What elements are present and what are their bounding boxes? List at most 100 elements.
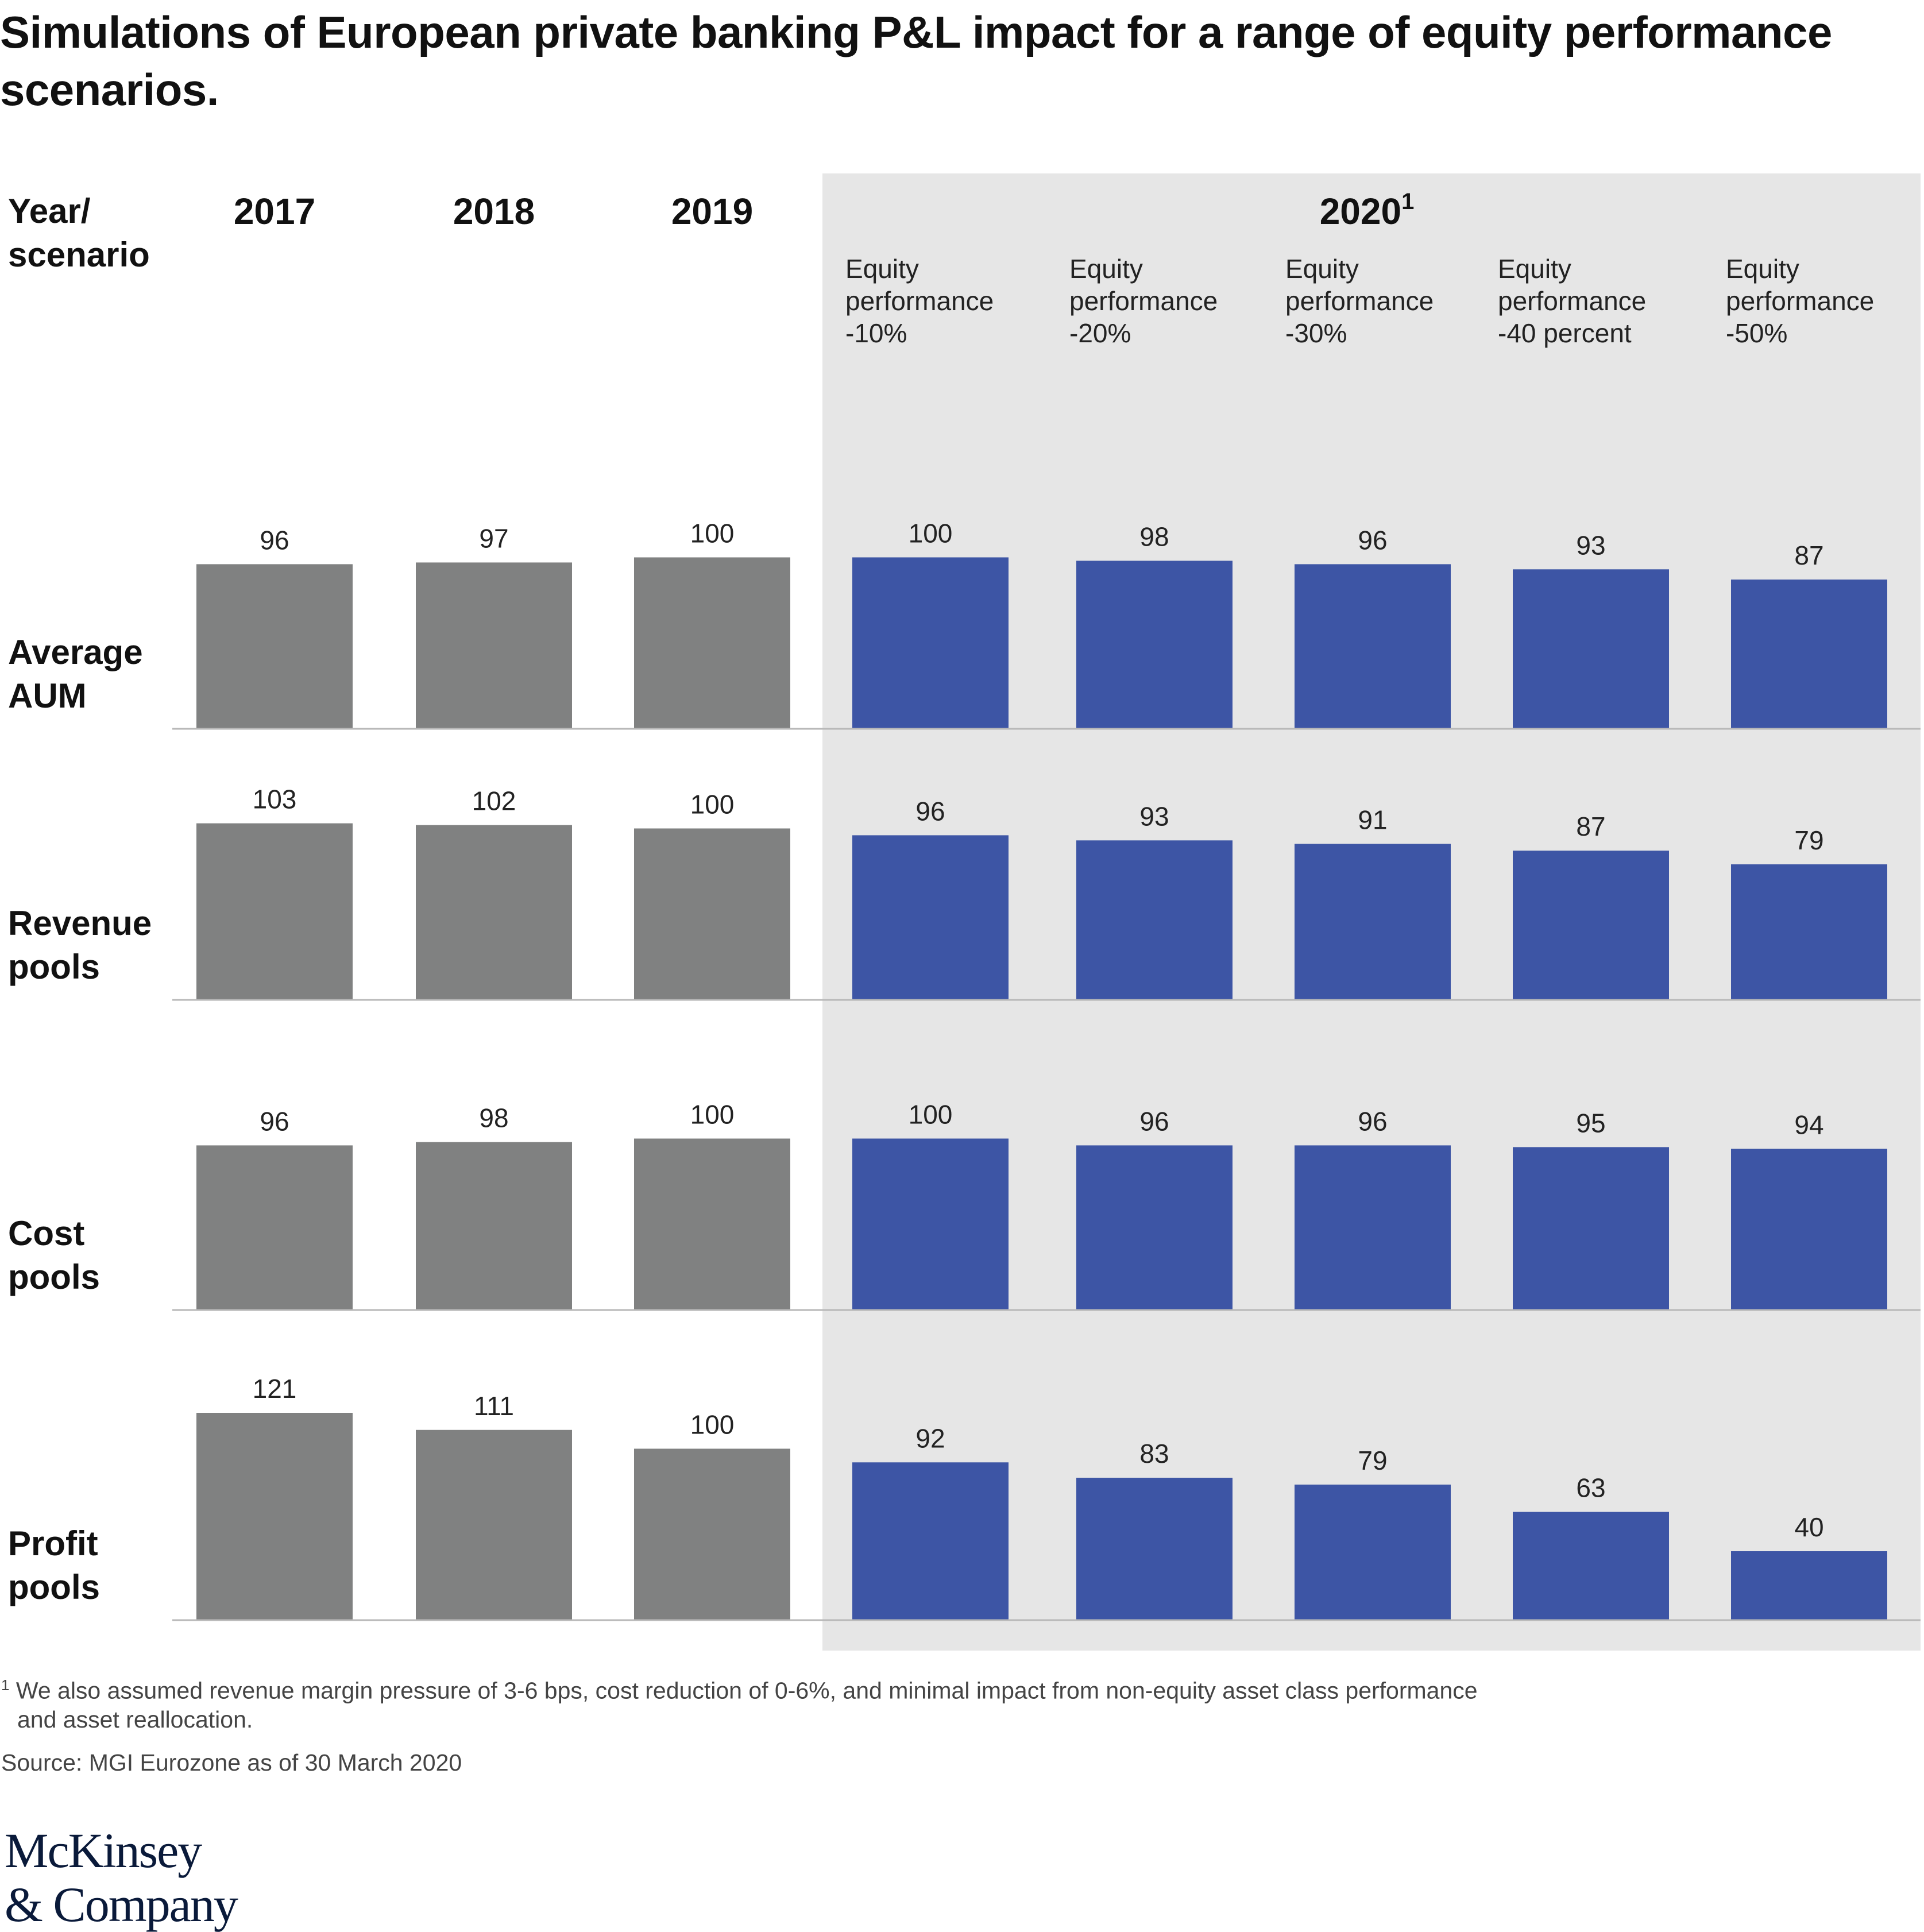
data-label: 100 — [690, 789, 735, 819]
chart-title: Simulations of European private banking … — [0, 7, 1832, 115]
scenario-header-line: Equity — [1069, 254, 1143, 284]
bar — [634, 1448, 790, 1620]
scenario-header-line: Equity — [1285, 254, 1359, 284]
bar — [416, 825, 572, 999]
bar — [196, 1145, 353, 1309]
data-label: 100 — [690, 1409, 735, 1439]
data-label: 40 — [1794, 1512, 1823, 1542]
logo-line-2: & Company — [5, 1877, 238, 1932]
bar — [196, 564, 353, 728]
footnote-continuation: and asset reallocation. — [17, 1703, 253, 1736]
footnote-marker: 1 — [1, 1676, 10, 1694]
footnote-text-line-2: and asset reallocation. — [17, 1706, 253, 1733]
scenario-header-line: -20% — [1069, 318, 1131, 348]
bar — [852, 1462, 1009, 1620]
bar — [1731, 1149, 1887, 1309]
data-label: 96 — [1358, 1106, 1387, 1136]
column-header-label: Year/ — [8, 192, 91, 230]
bar — [416, 562, 572, 728]
data-label: 96 — [260, 1106, 289, 1136]
bar — [852, 1138, 1009, 1309]
year-header: 2018 — [453, 191, 535, 232]
scenario-header-line: -10% — [845, 318, 907, 348]
bar — [852, 835, 1009, 999]
scenario-header-line: -30% — [1285, 318, 1347, 348]
row-label: Average — [8, 633, 143, 671]
bar — [634, 1138, 790, 1309]
data-label: 95 — [1576, 1108, 1605, 1138]
data-label: 98 — [479, 1103, 508, 1133]
data-label: 79 — [1358, 1446, 1387, 1475]
data-label: 100 — [690, 518, 735, 548]
row-label: pools — [8, 1568, 100, 1606]
data-label: 96 — [260, 525, 289, 555]
bar — [1731, 579, 1887, 728]
row-label: pools — [8, 948, 100, 986]
scenario-header-line: -50% — [1726, 318, 1787, 348]
bar — [196, 823, 353, 999]
scenario-header-line: performance — [1726, 286, 1874, 316]
data-label: 79 — [1794, 825, 1823, 855]
data-label: 93 — [1576, 530, 1605, 560]
bar — [1295, 844, 1451, 999]
bar — [634, 828, 790, 999]
data-label: 91 — [1358, 805, 1387, 834]
data-label: 111 — [474, 1391, 514, 1421]
data-label: 94 — [1794, 1110, 1823, 1139]
year-header-2020: 20201 — [1320, 189, 1415, 232]
data-label: 96 — [1139, 1106, 1169, 1136]
bar — [416, 1142, 572, 1309]
row-label: AUM — [8, 677, 87, 715]
bar — [1513, 1147, 1669, 1309]
data-label: 96 — [915, 796, 945, 826]
row-label: pools — [8, 1258, 100, 1296]
footnote: 1 We also assumed revenue margin pressur… — [1, 1668, 1782, 1707]
data-label: 100 — [690, 1099, 735, 1129]
scenario-header-line: performance — [1069, 286, 1218, 316]
column-header-label: scenario — [8, 235, 150, 274]
bar — [196, 1413, 353, 1620]
scenario-header-line: performance — [1498, 286, 1646, 316]
data-label: 96 — [1358, 525, 1387, 555]
bar — [1513, 851, 1669, 999]
data-label: 83 — [1139, 1439, 1169, 1469]
bar — [1076, 561, 1233, 728]
bar — [1076, 1145, 1233, 1309]
bar — [1731, 864, 1887, 999]
bar — [1513, 1512, 1669, 1620]
data-label: 103 — [253, 785, 297, 814]
scenario-header-line: -40 percent — [1498, 318, 1632, 348]
data-label: 87 — [1794, 540, 1823, 570]
data-label: 100 — [909, 1099, 953, 1129]
bar — [852, 557, 1009, 728]
row-label: Revenue — [8, 904, 152, 942]
scenario-header-line: Equity — [845, 254, 919, 284]
data-label: 87 — [1576, 812, 1605, 841]
mckinsey-logo: McKinsey & Company — [5, 1823, 238, 1932]
bar — [634, 557, 790, 728]
data-label: 98 — [1139, 521, 1169, 551]
row-label: Cost — [8, 1214, 84, 1253]
scenario-header-line: performance — [845, 286, 994, 316]
data-label: 63 — [1576, 1473, 1605, 1503]
logo-line-1: McKinsey — [5, 1823, 202, 1878]
scenario-header-line: Equity — [1726, 254, 1799, 284]
bar — [1295, 1484, 1451, 1620]
year-header: 2017 — [234, 191, 315, 232]
data-label: 97 — [479, 523, 508, 553]
data-label: 121 — [253, 1374, 297, 1404]
footnote-text-line-1: We also assumed revenue margin pressure … — [16, 1677, 1478, 1704]
source-note: Source: MGI Eurozone as of 30 March 2020 — [1, 1749, 462, 1776]
bar — [1295, 564, 1451, 728]
scenario-header-line: Equity — [1498, 254, 1571, 284]
data-label: 93 — [1139, 801, 1169, 831]
data-label: 100 — [909, 518, 953, 548]
bar — [1513, 569, 1669, 728]
bar — [416, 1429, 572, 1620]
row-label: Profit — [8, 1524, 98, 1563]
data-label: 92 — [915, 1423, 945, 1453]
bar — [1731, 1551, 1887, 1620]
bar — [1076, 840, 1233, 999]
bar — [1076, 1478, 1233, 1620]
